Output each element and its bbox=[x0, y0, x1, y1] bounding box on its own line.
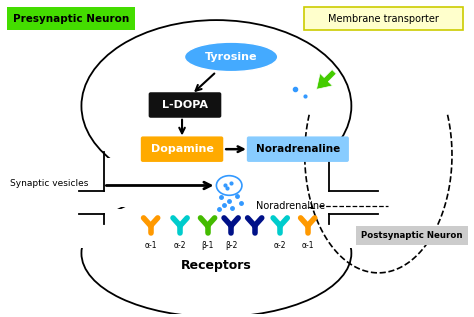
Text: Postsynaptic Neuron: Postsynaptic Neuron bbox=[361, 231, 463, 240]
Text: Synaptic vesicles: Synaptic vesicles bbox=[10, 179, 89, 188]
Text: Noradrenaline: Noradrenaline bbox=[255, 201, 325, 211]
FancyBboxPatch shape bbox=[356, 226, 468, 245]
Text: Receptors: Receptors bbox=[181, 260, 252, 273]
Ellipse shape bbox=[82, 190, 351, 317]
FancyBboxPatch shape bbox=[247, 136, 349, 162]
FancyBboxPatch shape bbox=[304, 7, 463, 30]
Text: Membrane transporter: Membrane transporter bbox=[328, 14, 439, 24]
Bar bbox=[79, 209, 364, 248]
Text: α-2: α-2 bbox=[174, 242, 186, 250]
Text: Tyrosine: Tyrosine bbox=[205, 52, 257, 62]
FancyBboxPatch shape bbox=[7, 7, 135, 30]
Text: β-2: β-2 bbox=[225, 242, 237, 250]
Bar bbox=[79, 158, 364, 207]
Text: L-DOPA: L-DOPA bbox=[162, 100, 208, 110]
Text: α-2: α-2 bbox=[274, 242, 286, 250]
Text: Noradrenaline: Noradrenaline bbox=[256, 144, 340, 154]
Text: Dopamine: Dopamine bbox=[151, 144, 213, 154]
Text: α-1: α-1 bbox=[301, 242, 314, 250]
Text: α-1: α-1 bbox=[145, 242, 157, 250]
Text: Presynaptic Neuron: Presynaptic Neuron bbox=[13, 14, 129, 24]
Ellipse shape bbox=[184, 42, 278, 72]
FancyBboxPatch shape bbox=[149, 92, 221, 118]
FancyArrow shape bbox=[317, 69, 336, 89]
Ellipse shape bbox=[82, 20, 351, 192]
Text: β-1: β-1 bbox=[201, 242, 214, 250]
FancyBboxPatch shape bbox=[141, 136, 223, 162]
